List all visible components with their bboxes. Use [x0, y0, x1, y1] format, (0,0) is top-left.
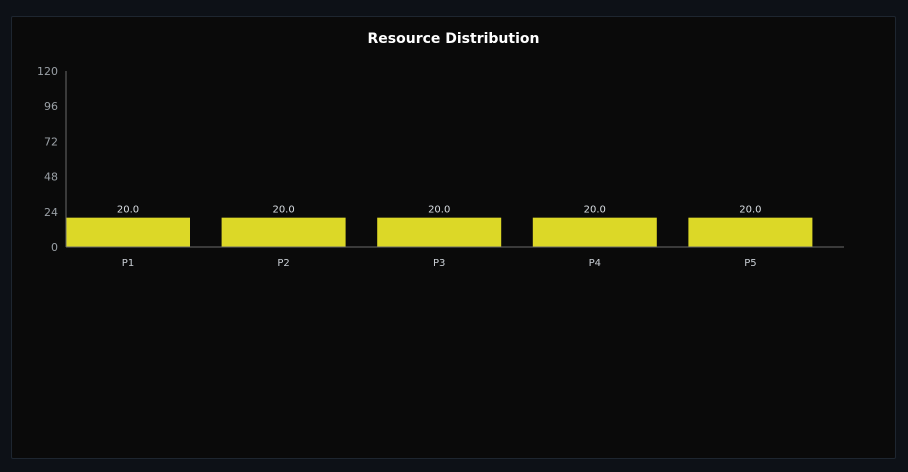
y-tick-label-120: 120	[37, 65, 58, 78]
value-label-p2: 20.0	[272, 205, 294, 216]
y-axis-ticks: 0 24 48 72 96 120	[37, 65, 58, 254]
bar-p5[interactable]	[688, 217, 813, 247]
bar-p3[interactable]	[377, 217, 502, 247]
bars	[66, 217, 813, 247]
value-label-p1: 20.0	[117, 205, 139, 216]
value-label-p5: 20.0	[739, 205, 761, 216]
bar-p2[interactable]	[221, 217, 346, 247]
bar-p4[interactable]	[532, 217, 657, 247]
x-tick-label-p2: P2	[277, 258, 289, 269]
chart-title: Resource Distribution	[367, 31, 540, 47]
value-labels: 20.0 20.0 20.0 20.0 20.0	[117, 205, 762, 216]
x-tick-label-p3: P3	[433, 258, 445, 269]
x-axis-labels: P1 P2 P3 P4 P5	[122, 258, 757, 269]
x-tick-label-p1: P1	[122, 258, 134, 269]
y-tick-label-96: 96	[44, 100, 58, 113]
x-tick-label-p4: P4	[589, 258, 601, 269]
bar-chart: 0 24 48 72 96 120 20.0 20.0 20.0 20.0 20.0 P1 P2 P3…	[37, 65, 844, 269]
x-tick-label-p5: P5	[744, 258, 756, 269]
value-label-p4: 20.0	[584, 205, 606, 216]
y-tick-label-48: 48	[44, 171, 58, 184]
y-tick-label-0: 0	[51, 241, 58, 254]
y-tick-label-72: 72	[44, 135, 58, 148]
value-label-p3: 20.0	[428, 205, 450, 216]
y-tick-label-24: 24	[44, 206, 58, 219]
bar-p1[interactable]	[66, 217, 190, 247]
chart-panel: Resource Distribution 0 24 48 72 96 120 20.0 2…	[11, 16, 896, 459]
